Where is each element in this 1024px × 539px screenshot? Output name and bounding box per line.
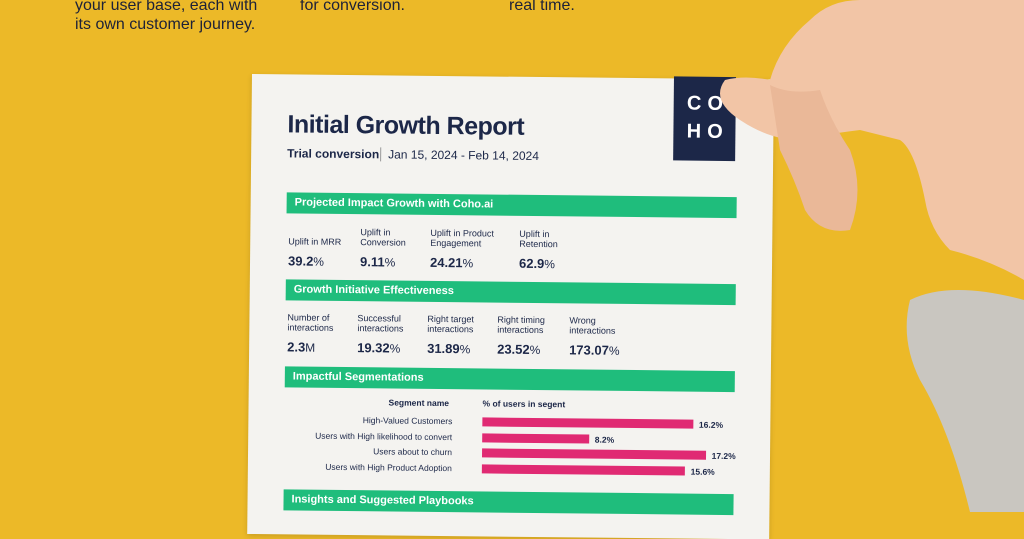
metric-label-line: interactions (569, 325, 616, 336)
line: for conversion. (300, 0, 405, 14)
metric-label: Uplift in Retention (519, 229, 558, 249)
metric: Uplift in Retention 62.9% (519, 223, 591, 272)
metric-label: Uplift in Conversion (360, 227, 406, 247)
metric-value: 9.11% (360, 254, 395, 269)
metric-label: Right target interactions (427, 314, 474, 334)
metric-label-line: Engagement (430, 237, 482, 249)
unit: % (608, 343, 620, 358)
metric-label-line: Number of (287, 312, 330, 323)
report-paper: Initial Growth Report Trial conversion J… (247, 74, 774, 539)
value: 39.2 (287, 253, 314, 269)
metric-label-line: Uplift in Product (430, 227, 494, 239)
section-heading: Insights and Suggested Playbooks (283, 489, 734, 516)
category-header: Segment name (388, 397, 450, 409)
metric-label: Wrong interactions (569, 315, 615, 335)
value: 9.11 (359, 254, 385, 270)
segment-name: Users about to churn (373, 446, 453, 458)
line: your user base, each with (75, 0, 258, 14)
sleeve (906, 290, 1024, 512)
metric: Uplift in MRR 39.2% (288, 220, 360, 269)
metric: Number of interactions 2.3M (287, 306, 359, 355)
bg-text: your user base, each with its own custom… (75, 0, 257, 34)
value: 24.21 (429, 254, 463, 271)
unit: % (384, 255, 396, 270)
metric-value: 2.3M (287, 339, 315, 354)
metric: Uplift in Product Engagement 24.21% (430, 222, 502, 271)
metric-label-line: Uplift in (519, 228, 550, 240)
line: real time. (509, 0, 575, 14)
section-heading: Impactful Segmentations (284, 366, 735, 393)
metric-value: 39.2% (288, 253, 324, 268)
section-heading: Growth Initiative Effectiveness (285, 279, 736, 306)
metric-value: 62.9% (519, 256, 555, 271)
unit: M (305, 340, 316, 355)
unit: % (529, 342, 541, 358)
value-header: % of users in segent (482, 398, 566, 410)
metric-value: 173.07% (569, 342, 620, 358)
metric: Right target interactions 31.89% (427, 308, 499, 357)
hand (720, 0, 1024, 512)
metric-label-line: Conversion (360, 237, 406, 248)
metric-value: 24.21% (430, 255, 473, 270)
finger (770, 85, 858, 231)
unit: % (313, 254, 325, 269)
bar (482, 417, 693, 429)
section-heading: Projected Impact Growth with Coho.ai (286, 192, 737, 219)
bar (481, 464, 685, 476)
bg-text: real time. (509, 0, 575, 15)
value-label: 8.2% (594, 434, 615, 445)
metric-label-line: Uplift in (360, 227, 391, 238)
metric-label-line: Wrong (569, 315, 596, 326)
unit: % (389, 341, 401, 356)
metric: Wrong interactions 173.07% (569, 309, 641, 358)
metric-label-line: Uplift in MRR (288, 236, 342, 247)
metric-value: 23.52% (497, 342, 540, 357)
unit: % (544, 257, 556, 272)
subtitle: Trial conversion (287, 146, 380, 162)
metric-label: Uplift in MRR (288, 236, 341, 247)
page: your user base, each with its own custom… (75, 0, 1024, 539)
unit: % (462, 256, 474, 271)
line: its own customer journey. (75, 16, 256, 33)
segment-name: High-Valued Customers (362, 415, 453, 427)
metric-value: 19.32% (357, 340, 400, 355)
value: 62.9 (518, 255, 545, 272)
metric-value: 31.89% (427, 341, 470, 356)
metric-label-line: interactions (497, 324, 544, 336)
report-title: Initial Growth Report (287, 110, 525, 141)
bar (482, 433, 589, 444)
segment-name: Users with High Product Adoption (325, 461, 452, 474)
metric-label: Right timing interactions (497, 315, 545, 335)
metric-label-line: Retention (519, 238, 558, 250)
metric: Uplift in Conversion 9.11% (360, 221, 432, 270)
divider (380, 147, 382, 162)
metric: Successful interactions 19.32% (357, 307, 429, 356)
metric-label-line: Successful (357, 313, 402, 324)
segment-name: Users with High likelihood to convert (315, 430, 453, 443)
value: 173.07 (569, 342, 609, 358)
metric-label-line: Right timing (497, 314, 546, 326)
value: 2.3 (287, 339, 306, 355)
bg-text: for conversion. (300, 0, 405, 15)
metric-label-line: interactions (287, 322, 334, 333)
unit: % (459, 342, 471, 357)
value: 31.89 (427, 340, 460, 357)
bar (481, 448, 706, 460)
metric-label: Successful interactions (357, 313, 403, 333)
value: 19.32 (357, 340, 390, 356)
metric-label: Number of interactions (287, 312, 333, 332)
value: 23.52 (497, 341, 530, 357)
metric-label-line: interactions (427, 323, 474, 335)
metric-label-line: interactions (357, 323, 404, 334)
metric-label: Uplift in Product Engagement (430, 228, 494, 249)
metric-label-line: Right target (427, 313, 475, 325)
date-range: Jan 15, 2024 - Feb 14, 2024 (388, 147, 540, 164)
metric: Right timing interactions 23.52% (497, 309, 569, 358)
